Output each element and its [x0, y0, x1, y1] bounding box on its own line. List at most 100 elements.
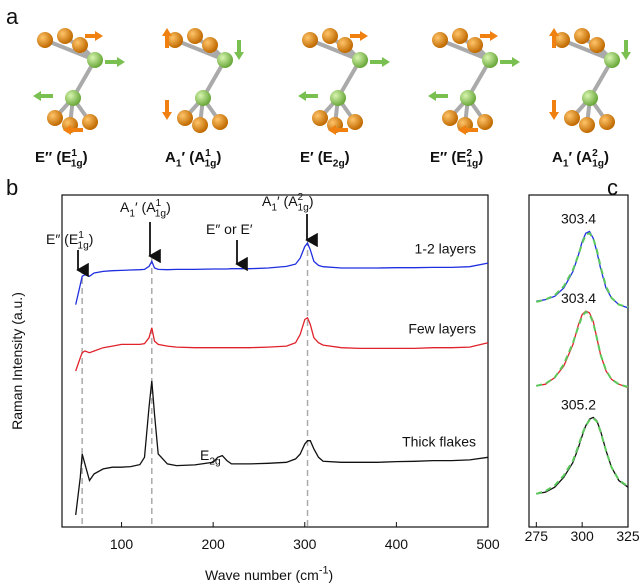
text-segment: E	[200, 447, 209, 463]
atom-mo	[582, 90, 598, 106]
displacement-arrow	[234, 40, 244, 60]
text-segment: )	[89, 231, 94, 247]
atom-mo	[460, 90, 476, 106]
displacement-arrow	[298, 91, 318, 101]
atom-s	[202, 37, 218, 53]
text-segment: 1	[156, 198, 162, 209]
displacement-arrow	[621, 40, 631, 60]
atom-mo	[352, 52, 368, 68]
arrow-head	[234, 52, 244, 60]
text-segment: 2	[298, 192, 304, 203]
atom-s	[442, 110, 458, 126]
x-tick-label: 400	[385, 536, 409, 552]
arrow-head	[95, 31, 103, 41]
atom-mo	[217, 52, 233, 68]
atom-mo	[195, 90, 211, 106]
series-label: 1-2 layers	[415, 240, 476, 256]
peak-annotation: E2g	[200, 447, 221, 468]
arrow-head	[549, 28, 559, 36]
atom-mo	[87, 52, 103, 68]
atom-s	[57, 28, 73, 44]
spectrum-line	[536, 417, 628, 493]
text-segment: A	[165, 149, 176, 166]
atom-s	[432, 32, 448, 48]
plot-frame	[529, 195, 628, 527]
arrow-head	[428, 91, 436, 101]
displacement-arrow	[480, 31, 498, 41]
text-segment: E″ (E	[35, 149, 71, 166]
peak-annotation: A1′ (A11g)	[120, 198, 171, 220]
text-segment: 2	[466, 148, 472, 159]
x-tick-label: 300	[570, 528, 594, 544]
mode-label: E″ (E11g)	[35, 148, 88, 170]
atom-s	[322, 28, 338, 44]
text-segment: 1	[78, 230, 84, 241]
atom-s	[347, 114, 363, 130]
text-segment: 1g	[298, 203, 310, 214]
x-tick-label: 275	[525, 528, 549, 544]
arrow-head	[298, 91, 306, 101]
atom-s	[452, 28, 468, 44]
text-segment: )	[166, 199, 171, 215]
atom-s	[564, 110, 580, 126]
atom-s	[187, 28, 203, 44]
arrow-head	[162, 28, 172, 36]
atom-s	[212, 114, 228, 130]
figure: a E″ (E11g)A1′ (A11g)E′ (E2g)E″ (E21g)A1…	[0, 0, 644, 586]
displacement-arrow	[428, 91, 448, 101]
peak-label: 305.2	[561, 396, 596, 412]
panel-label: c	[607, 175, 618, 200]
atom-s	[589, 37, 605, 53]
arrow-head	[382, 57, 390, 67]
text-segment: ′ (A	[182, 149, 206, 166]
arrow-head	[360, 31, 368, 41]
peak-label: 303.4	[561, 290, 596, 306]
series-label: Few layers	[408, 321, 476, 337]
arrow-head	[162, 112, 172, 120]
x-tick-label: 325	[616, 528, 640, 544]
text-segment: 1g	[592, 159, 604, 170]
atom-s	[467, 37, 483, 53]
text-segment: 2g	[333, 159, 345, 170]
atom-s	[337, 37, 353, 53]
text-segment: Wave number (cm	[205, 567, 319, 583]
text-segment: )	[478, 149, 483, 166]
text-segment: 1	[205, 148, 211, 159]
text-segment: 2	[592, 148, 598, 159]
text-segment: )	[216, 149, 221, 166]
atom-mo	[604, 52, 620, 68]
text-segment: 1g	[155, 209, 167, 220]
x-axis-label: Wave number (cm-1)	[205, 565, 333, 583]
displacement-arrow	[105, 57, 125, 67]
x-tick-label: 500	[476, 536, 500, 552]
arrow-head	[549, 112, 559, 120]
arrow-head	[117, 57, 125, 67]
text-segment: A	[552, 149, 563, 166]
atom-s	[82, 114, 98, 130]
text-segment: 1	[71, 148, 77, 159]
atom-s	[579, 117, 595, 133]
fit-line	[536, 312, 628, 387]
text-segment: )	[345, 149, 350, 166]
series-label: Thick flakes	[402, 434, 476, 450]
x-tick-label: 300	[293, 536, 317, 552]
x-tick-label: 200	[201, 536, 225, 552]
text-segment: ′ (A	[135, 199, 156, 215]
mode-label: E′ (E2g)	[300, 149, 350, 170]
atom-s	[177, 110, 193, 126]
panel-label: b	[6, 175, 18, 200]
text-segment: 1g	[71, 159, 83, 170]
displacement-arrow	[33, 91, 53, 101]
displacement-arrow	[85, 31, 103, 41]
panel-label: a	[6, 4, 19, 29]
text-segment: E′ (E	[300, 149, 333, 166]
atom-mo	[330, 90, 346, 106]
atom-s	[574, 28, 590, 44]
atom-s	[477, 114, 493, 130]
atom-s	[47, 110, 63, 126]
displacement-arrow	[350, 31, 368, 41]
text-segment: )	[329, 567, 334, 583]
atom-s	[72, 37, 88, 53]
